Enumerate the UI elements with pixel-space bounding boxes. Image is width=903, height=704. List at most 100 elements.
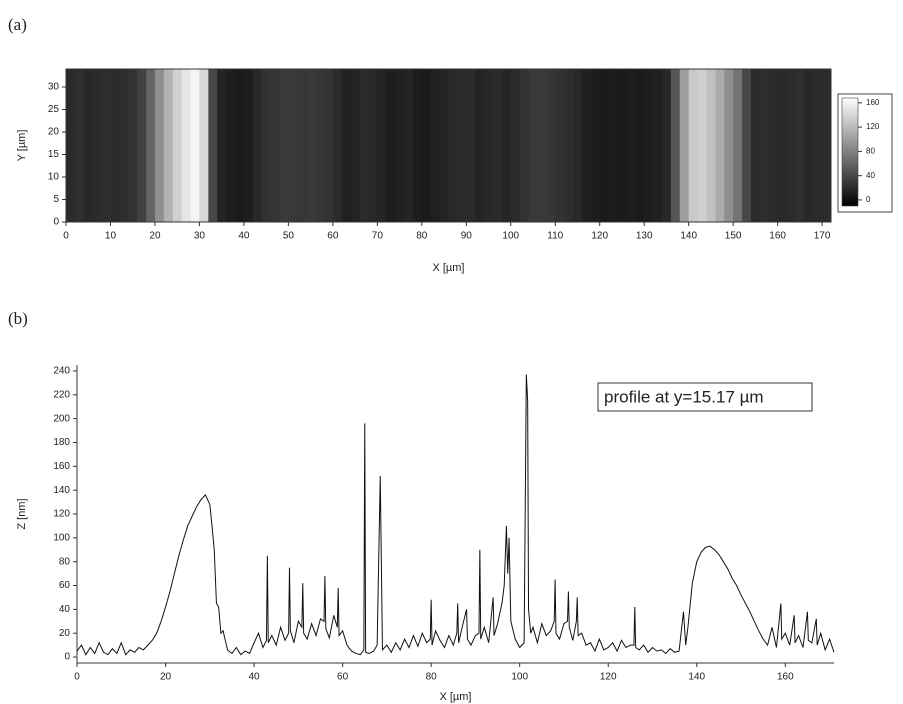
annotation-box [597, 382, 813, 412]
profile-line [76, 374, 835, 656]
annotation: profile at y=15.17 µm [604, 387, 764, 406]
heatmap-cell [670, 69, 681, 222]
heatmap-cell [323, 69, 334, 222]
heatmap-cell [697, 69, 707, 222]
y-tick-label: 220 [53, 389, 70, 400]
y-tick-label: 80 [59, 556, 71, 567]
heatmap-cell [83, 69, 94, 222]
heatmap-cell [519, 69, 530, 222]
x-tick-label: 110 [547, 231, 563, 242]
heatmap-cell [439, 69, 449, 222]
y-tick-label: 0 [64, 652, 70, 663]
heatmap-cell [92, 69, 103, 222]
heatmap-cell [768, 69, 779, 222]
y-tick-label: 40 [59, 604, 71, 615]
heatmap-cell [492, 69, 503, 222]
heatmap-cell [786, 69, 796, 222]
heatmap-cell [306, 69, 316, 222]
heatmap-cell [733, 69, 743, 222]
heatmap-cell [154, 69, 165, 222]
heatmap-cell [626, 69, 636, 222]
heatmap-cell [822, 69, 832, 222]
heatmap-cell [208, 69, 218, 222]
heatmap-cell [243, 69, 254, 222]
y-tick-label: 200 [53, 413, 70, 424]
heatmap-cell [750, 69, 761, 222]
colorbar-tick-label: 40 [866, 171, 875, 180]
x-tick-label: 0 [63, 231, 69, 242]
y-tick-label: 240 [53, 366, 70, 377]
heatmap-cell [270, 69, 280, 222]
heatmap-cell [341, 69, 352, 222]
x-tick-label: 150 [725, 231, 742, 242]
x-axis-label: X [µm] [432, 262, 464, 274]
heatmap-cell [706, 69, 716, 222]
heatmap-cell [332, 69, 343, 222]
x-tick-label: 20 [160, 672, 172, 683]
heatmap-cell [368, 69, 378, 222]
heatmap-cell [590, 69, 601, 222]
panel-label: (b) [8, 309, 28, 328]
heatmap-cell [777, 69, 788, 222]
x-tick-label: 50 [283, 231, 295, 242]
heatmap-cell [235, 69, 245, 222]
heatmap-cell [608, 69, 619, 222]
x-tick-label: 120 [600, 672, 617, 683]
y-tick-label: 25 [48, 104, 60, 115]
heatmap-cell [252, 69, 263, 222]
colorbar-tick-label: 0 [866, 195, 871, 204]
heatmap-cell [759, 69, 770, 222]
colorbar [841, 97, 859, 207]
heatmap-cell [448, 69, 458, 222]
heatmap-cell [688, 69, 699, 222]
x-tick-label: 10 [105, 231, 117, 242]
heatmap-cell [653, 69, 663, 222]
heatmap-cell [430, 69, 441, 222]
heatmap-cell [510, 69, 521, 222]
heatmap-cell [128, 69, 138, 222]
colorbar-tick-label: 120 [866, 122, 880, 131]
y-axis-label: Z [nm] [16, 498, 28, 529]
heatmap-cell [457, 69, 467, 222]
y-tick-label: 180 [53, 437, 70, 448]
heatmap-cell [315, 69, 325, 222]
heatmap-cell [813, 69, 823, 222]
heatmap-cell [279, 69, 289, 222]
heatmap-cell [297, 69, 307, 222]
heatmap-cell [137, 69, 147, 222]
x-tick-label: 140 [688, 672, 705, 683]
heatmap-cell [742, 69, 752, 222]
heatmap-cell [644, 69, 654, 222]
heatmap-cell [804, 69, 814, 222]
heatmap-cell [217, 69, 227, 222]
x-tick-label: 130 [636, 231, 653, 242]
y-tick-label: 20 [48, 127, 60, 138]
heatmap-cell [724, 69, 734, 222]
x-tick-label: 80 [416, 231, 428, 242]
heatmap-cell [661, 69, 672, 222]
x-tick-label: 100 [511, 672, 528, 683]
heatmap-cell [74, 69, 85, 222]
y-tick-label: 60 [59, 580, 71, 591]
x-tick-label: 40 [238, 231, 250, 242]
heatmap-cell [163, 69, 174, 222]
colorbar-tick-label: 80 [866, 147, 875, 156]
heatmap-cell [635, 69, 645, 222]
heatmap-cell [350, 69, 361, 222]
x-tick-label: 160 [777, 672, 794, 683]
heatmap-cell [421, 69, 432, 222]
y-axis-label: Y [µm] [16, 130, 28, 162]
heatmap-cell [404, 69, 414, 222]
heatmap-cell [395, 69, 405, 222]
heatmap-cell [386, 69, 396, 222]
y-tick-label: 160 [53, 461, 70, 472]
heatmap-cell [475, 69, 485, 222]
heatmap-cell [617, 69, 627, 222]
x-axis-label: X [µm] [439, 691, 471, 703]
x-tick-label: 30 [194, 231, 206, 242]
x-tick-label: 70 [372, 231, 384, 242]
x-tick-label: 160 [769, 231, 786, 242]
heatmap-cell [101, 69, 111, 222]
